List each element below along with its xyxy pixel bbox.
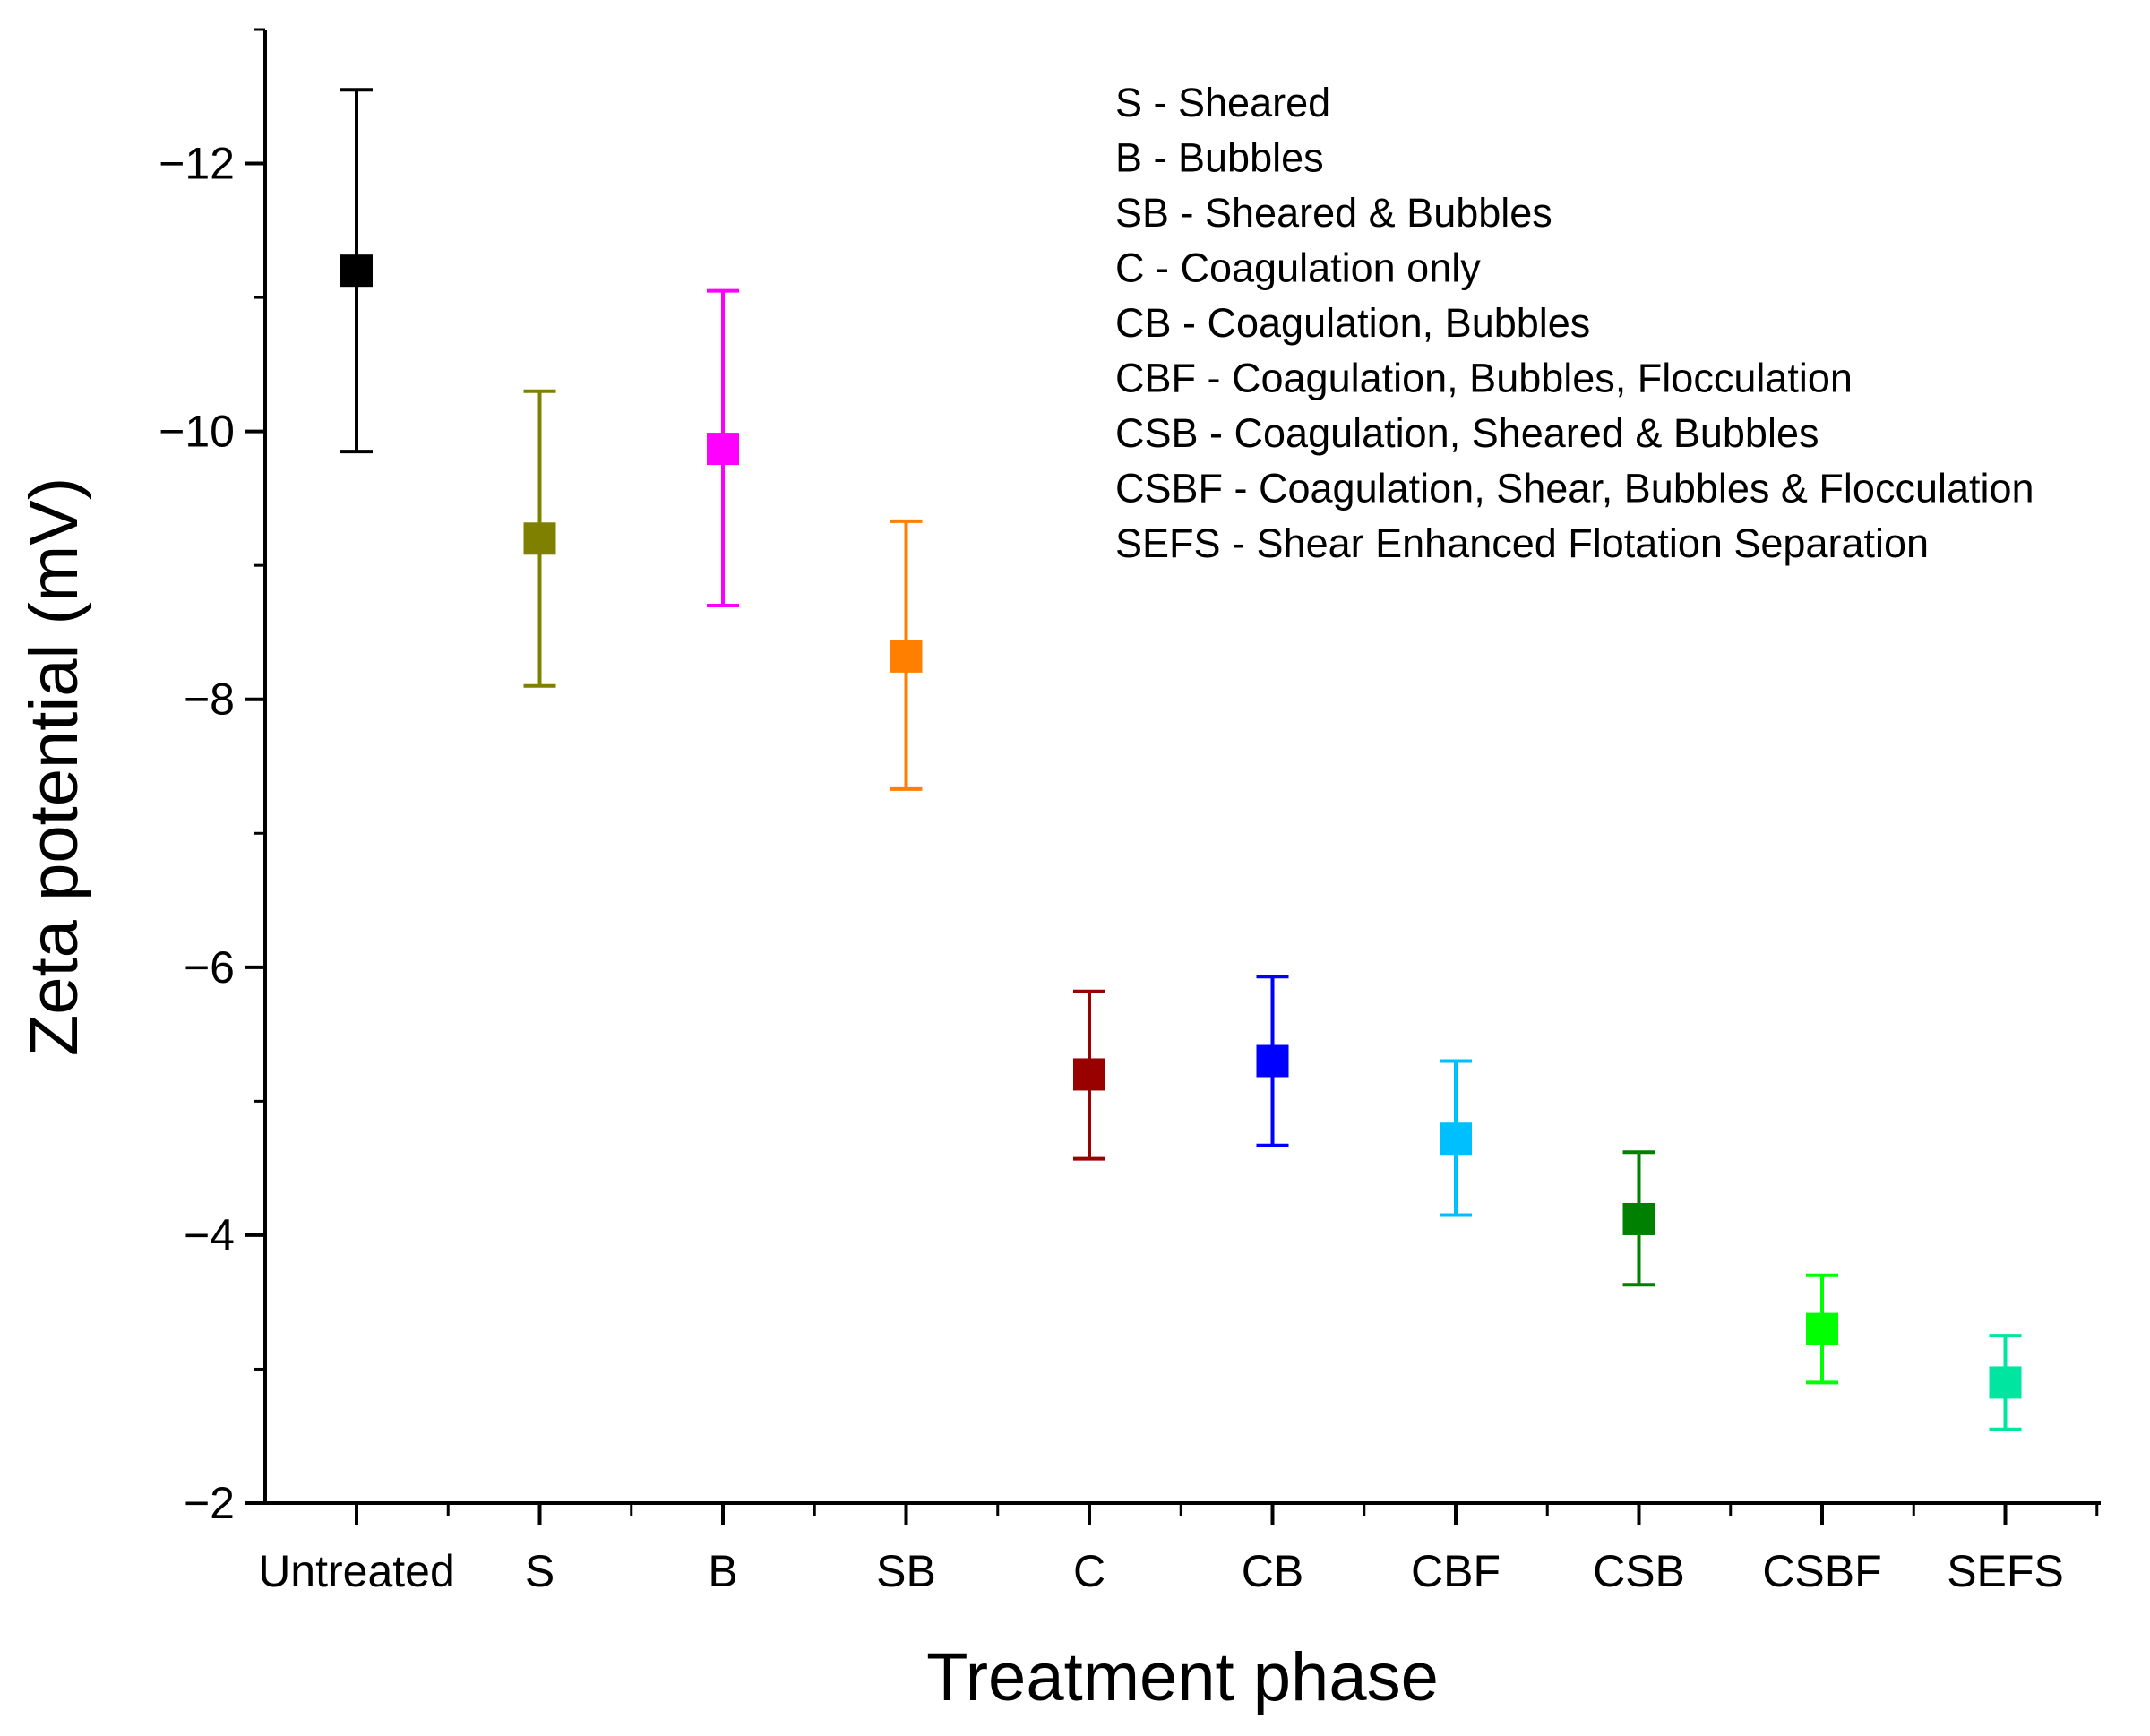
data-points xyxy=(340,88,2022,1431)
y-tick-label: −2 xyxy=(184,1478,235,1528)
legend-entry: CB - Coagulation, Bubbles xyxy=(1115,300,1590,346)
y-tick-label: −10 xyxy=(159,407,235,457)
x-tick-label: C xyxy=(1073,1546,1105,1596)
data-point-marker xyxy=(1256,1044,1289,1078)
data-point-group xyxy=(1073,989,1105,1161)
x-tick-label: CBF xyxy=(1411,1546,1501,1596)
data-point-group xyxy=(1440,1059,1472,1217)
legend-entry: C - Coagulation only xyxy=(1115,245,1481,291)
data-point-group xyxy=(523,389,556,688)
data-point-group xyxy=(707,288,739,608)
data-point-marker xyxy=(1073,1058,1105,1091)
data-point-marker xyxy=(1622,1202,1656,1235)
x-tick-label: SEFS xyxy=(1947,1546,2064,1596)
legend-entry: CBF - Coagulation, Bubbles, Flocculation xyxy=(1115,356,1853,401)
data-point-group xyxy=(890,519,923,791)
x-axis-title: Treatment phase xyxy=(926,1639,1439,1715)
data-point-marker xyxy=(1806,1312,1838,1345)
data-point-marker xyxy=(1440,1122,1472,1156)
legend-entry: CSBF - Coagulation, Shear, Bubbles & Flo… xyxy=(1115,466,2034,511)
data-point-group xyxy=(1989,1334,2022,1431)
y-tick-label: −6 xyxy=(184,942,235,993)
x-tick-label: Untreated xyxy=(258,1546,455,1596)
legend-entry: CSB - Coagulation, Sheared & Bubbles xyxy=(1115,410,1819,456)
data-point-group xyxy=(1806,1273,1838,1385)
legend-entry: B - Bubbles xyxy=(1115,135,1324,181)
data-point-marker xyxy=(890,640,923,673)
x-tick-label: CSB xyxy=(1593,1546,1685,1596)
x-tick-label: CSBF xyxy=(1762,1546,1881,1596)
x-tick-label: SB xyxy=(876,1546,936,1596)
data-point-group xyxy=(340,88,373,454)
y-tick-label: −4 xyxy=(184,1210,235,1260)
x-tick-label: CB xyxy=(1242,1546,1303,1596)
legend-entry: SEFS - Shear Enhanced Flotation Separati… xyxy=(1115,520,1929,566)
data-point-group xyxy=(1622,1150,1656,1287)
data-point-marker xyxy=(1989,1366,2022,1399)
y-tick-label: −8 xyxy=(184,675,235,725)
data-point-group xyxy=(1256,975,1289,1147)
x-tick-label: B xyxy=(708,1546,737,1596)
data-point-marker xyxy=(340,254,373,288)
axes xyxy=(263,30,2101,1505)
x-tick-label: S xyxy=(525,1546,555,1596)
data-point-marker xyxy=(523,522,556,555)
y-axis-title: Zeta potential (mV) xyxy=(16,477,92,1056)
legend-entry: S - Sheared xyxy=(1115,80,1330,125)
y-tick-label: −12 xyxy=(159,139,235,189)
data-point-marker xyxy=(707,433,739,466)
legend-entry: SB - Sheared & Bubbles xyxy=(1115,190,1552,236)
legend: S - Sheared B - Bubbles SB - Sheared & Bub… xyxy=(1115,80,2034,566)
